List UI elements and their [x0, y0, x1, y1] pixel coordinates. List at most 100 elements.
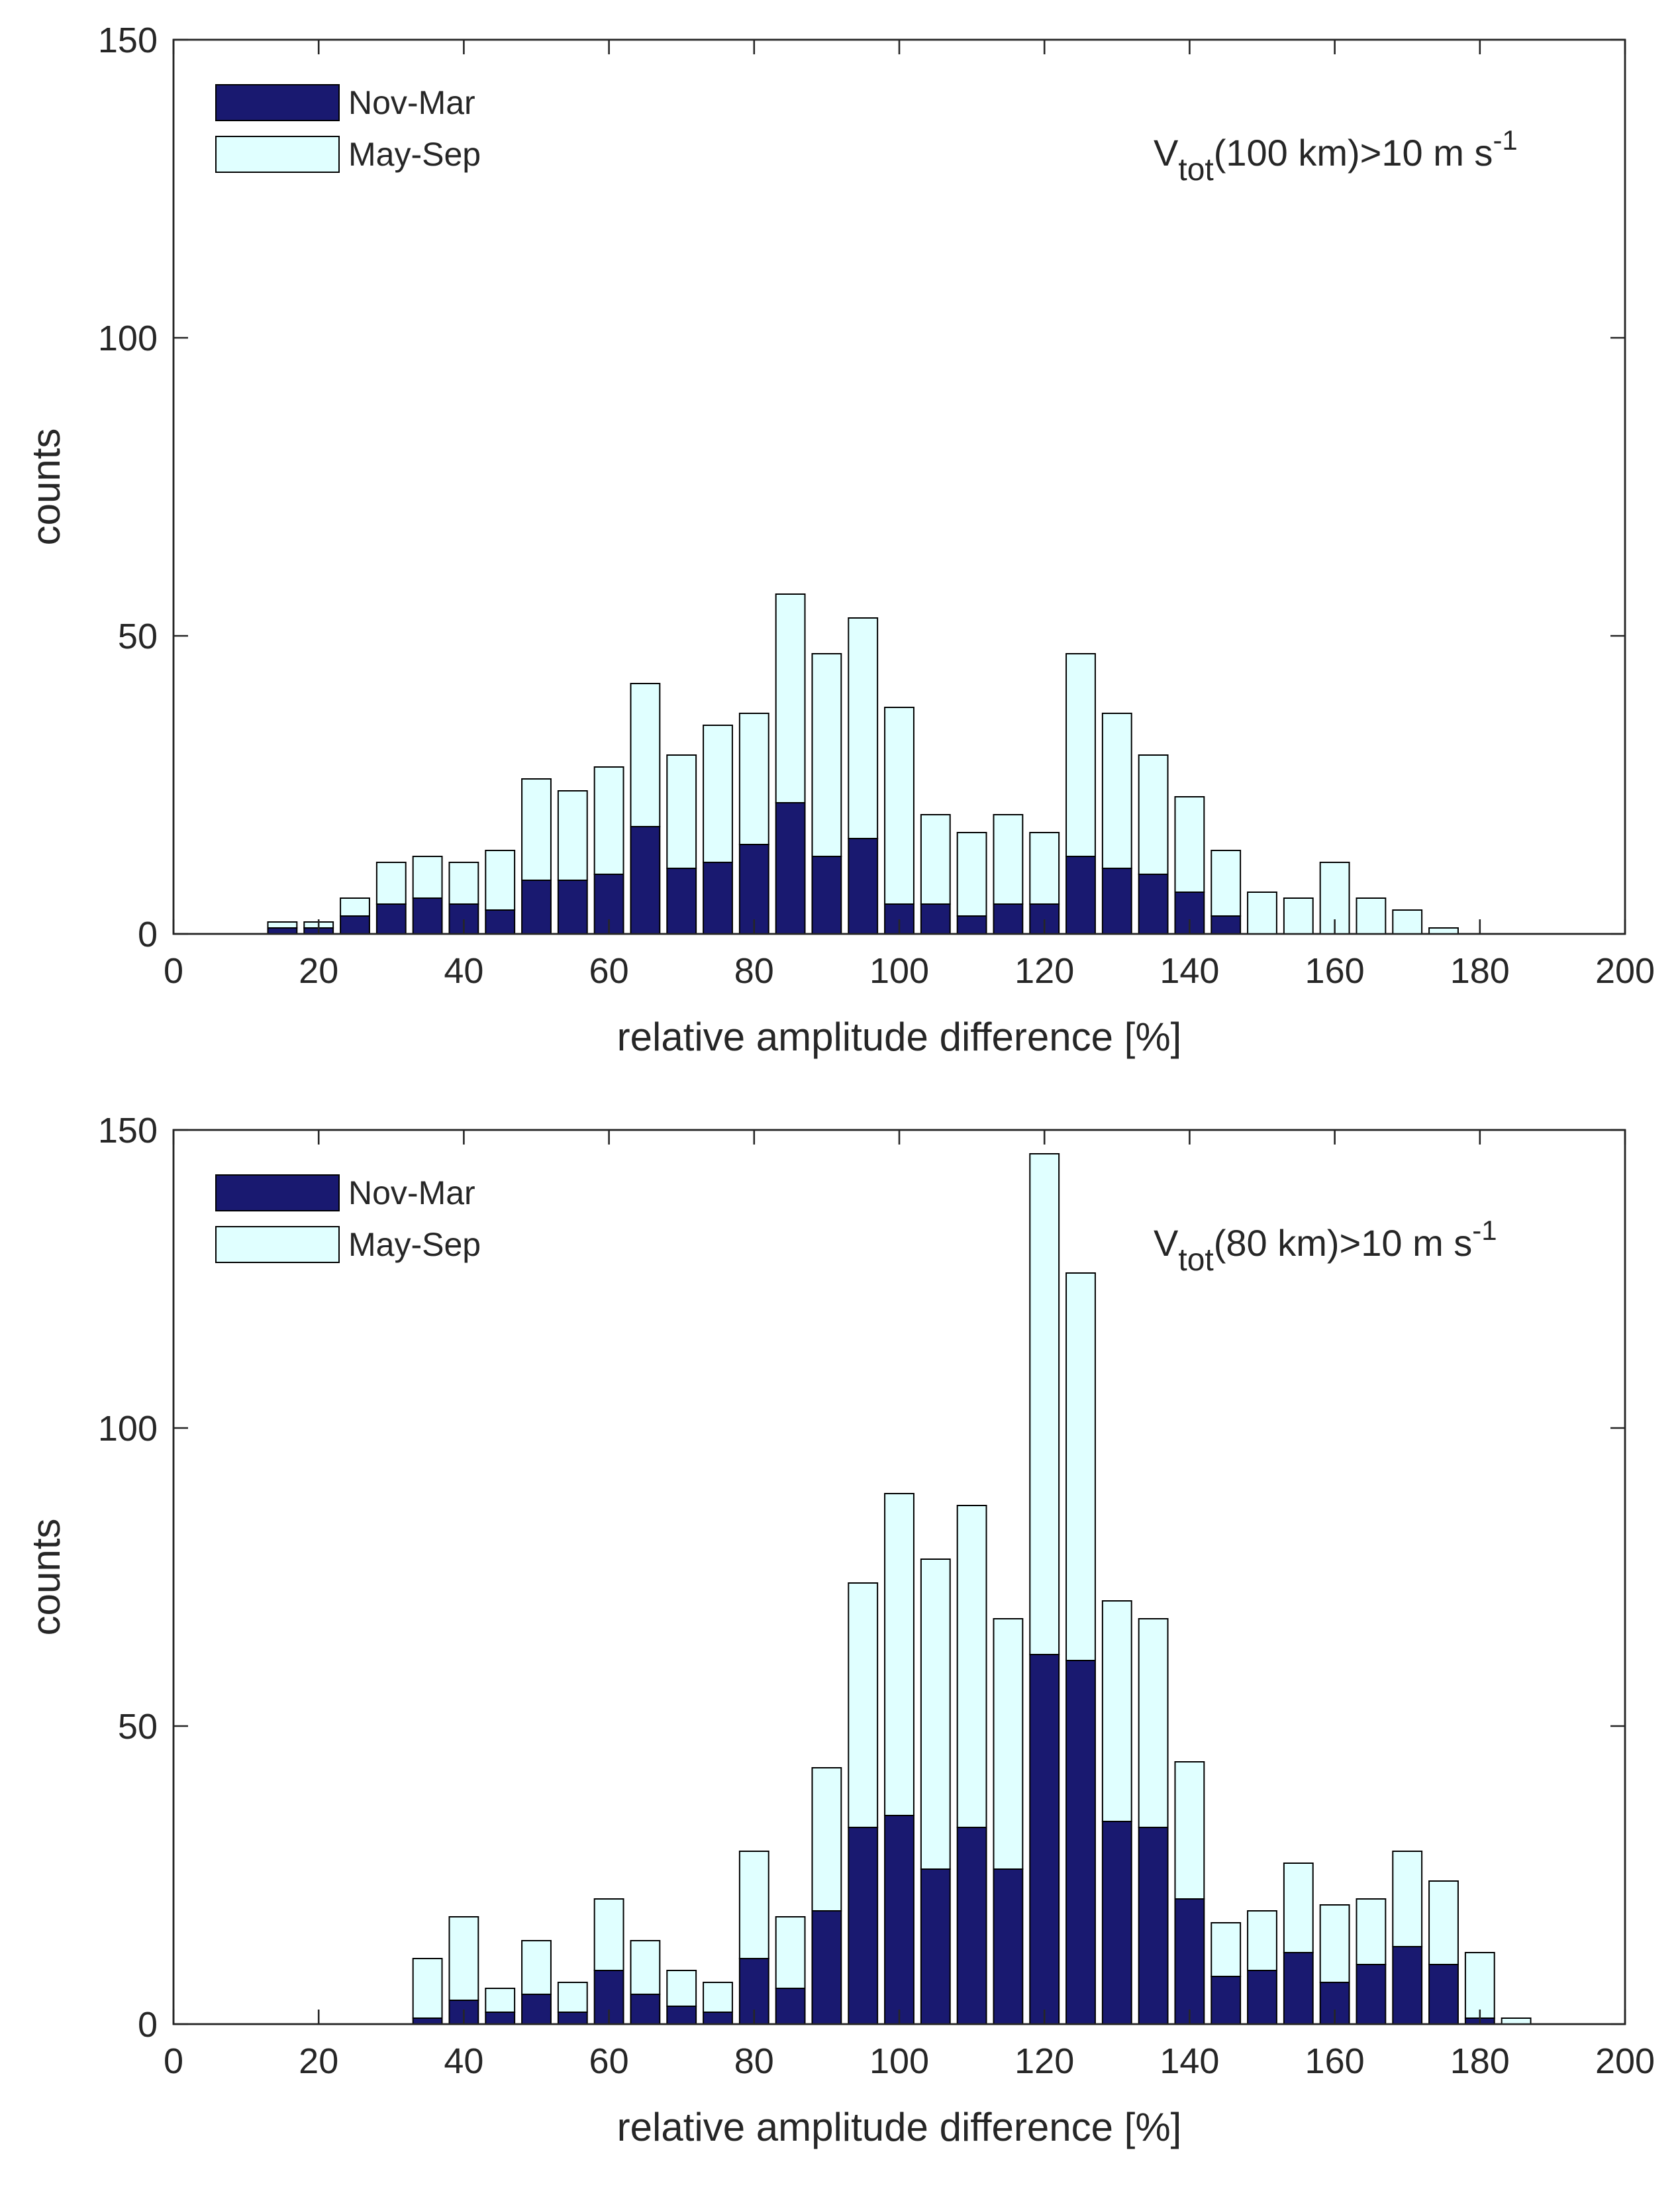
y-tick-label: 100: [98, 1409, 158, 1449]
y-tick-label: 0: [138, 2005, 158, 2045]
bar-nov-mar-bin-90: [811, 1910, 842, 2025]
bar-may-sep-bin-40: [448, 862, 479, 905]
x-tick-label: 40: [444, 951, 483, 991]
bar-nov-mar-bin-175: [1428, 1964, 1459, 2025]
bar-may-sep-bin-75: [703, 725, 733, 863]
bar-may-sep-bin-145: [1211, 1922, 1242, 1977]
y-tick-label: 150: [98, 21, 158, 60]
x-tick-label: 180: [1450, 2041, 1510, 2081]
bar-nov-mar-bin-55: [557, 2012, 588, 2025]
condition-annotation: Vtot(80 km)>10 m s-1: [1154, 1215, 1497, 1278]
bar-may-sep-bin-95: [848, 617, 879, 839]
bar-nov-mar-bin-105: [920, 903, 951, 935]
bar-may-sep-bin-150: [1247, 1910, 1277, 1971]
bar-nov-mar-bin-115: [993, 1868, 1024, 2025]
bar-may-sep-bin-15: [267, 921, 298, 929]
bars-group: [267, 593, 1459, 935]
annotation-mid: (100 km)>10 m s: [1214, 132, 1493, 174]
bar-nov-mar-bin-140: [1174, 1898, 1205, 2025]
x-tick-label: 0: [164, 2041, 183, 2081]
bar-may-sep-bin-170: [1392, 1851, 1423, 1947]
bar-may-sep-bin-130: [1101, 1600, 1132, 1822]
bar-may-sep-bin-105: [920, 1558, 951, 1870]
bar-may-sep-bin-125: [1065, 1272, 1096, 1661]
bar-may-sep-bin-105: [920, 814, 951, 905]
bar-nov-mar-bin-130: [1101, 868, 1132, 935]
x-tick-label: 200: [1595, 951, 1655, 991]
y-tick-label: 100: [98, 319, 158, 358]
bar-nov-mar-bin-45: [485, 909, 516, 935]
bar-may-sep-bin-135: [1138, 1618, 1169, 1828]
bar-nov-mar-bin-35: [412, 2017, 443, 2025]
bar-nov-mar-bin-35: [412, 897, 443, 935]
bar-may-sep-bin-45: [485, 850, 516, 911]
bar-may-sep-bin-55: [557, 790, 588, 881]
x-tick-label: 100: [869, 2041, 929, 2081]
bar-may-sep-bin-150: [1247, 892, 1277, 935]
bar-nov-mar-bin-170: [1392, 1946, 1423, 2025]
bar-may-sep-bin-40: [448, 1916, 479, 2001]
legend: Nov-Mar May-Sep: [215, 1174, 481, 1263]
bar-may-sep-bin-115: [993, 814, 1024, 905]
bar-may-sep-bin-55: [557, 1982, 588, 2013]
bar-may-sep-bin-70: [666, 1970, 697, 2007]
bar-may-sep-bin-60: [593, 766, 624, 875]
bar-may-sep-bin-130: [1101, 713, 1132, 869]
y-tick-label: 150: [98, 1111, 158, 1150]
bar-nov-mar-bin-125: [1065, 856, 1096, 935]
x-axis-title: relative amplitude difference [%]: [617, 2105, 1182, 2149]
x-tick-label: 120: [1014, 951, 1074, 991]
bar-may-sep-bin-155: [1283, 897, 1314, 935]
bar-may-sep-bin-180: [1464, 1952, 1495, 2019]
bar-may-sep-bin-110: [956, 1505, 987, 1828]
bar-may-sep-bin-175: [1428, 927, 1459, 935]
bar-nov-mar-bin-130: [1101, 1821, 1132, 2025]
bar-nov-mar-bin-80: [738, 844, 769, 935]
bar-nov-mar-bin-95: [848, 1827, 879, 2025]
bar-nov-mar-bin-145: [1211, 915, 1242, 935]
bar-may-sep-bin-80: [738, 1851, 769, 1959]
bar-may-sep-bin-25: [340, 897, 370, 917]
bar-nov-mar-bin-90: [811, 856, 842, 935]
legend-label-may-sep: May-Sep: [348, 136, 481, 173]
bar-may-sep-bin-140: [1174, 796, 1205, 893]
bar-nov-mar-bin-75: [703, 2012, 733, 2025]
legend-swatch-nov-mar: [215, 1174, 340, 1211]
bar-may-sep-bin-185: [1501, 2017, 1532, 2025]
annotation-sup: -1: [1472, 1215, 1497, 1246]
bar-may-sep-bin-70: [666, 754, 697, 869]
bar-nov-mar-bin-50: [521, 880, 552, 935]
bar-may-sep-bin-120: [1029, 832, 1060, 905]
y-tick-label: 50: [118, 1707, 158, 1747]
bar-nov-mar-bin-145: [1211, 1976, 1242, 2025]
bar-may-sep-bin-85: [775, 1916, 806, 1989]
bar-may-sep-bin-75: [703, 1982, 733, 2013]
bar-may-sep-bin-45: [485, 1988, 516, 2013]
bar-may-sep-bin-175: [1428, 1880, 1459, 1965]
bars-group: [412, 1153, 1532, 2025]
bar-may-sep-bin-60: [593, 1898, 624, 1971]
bar-nov-mar-bin-100: [884, 1815, 914, 2025]
y-tick-label: 0: [138, 915, 158, 954]
bar-nov-mar-bin-85: [775, 1988, 806, 2025]
bar-nov-mar-bin-85: [775, 802, 806, 935]
x-tick-label: 40: [444, 2041, 483, 2081]
bar-nov-mar-bin-30: [375, 903, 407, 935]
bar-nov-mar-bin-115: [993, 903, 1024, 935]
bar-nov-mar-bin-135: [1138, 1827, 1169, 2025]
legend-label-nov-mar: Nov-Mar: [348, 1174, 475, 1211]
legend-label-may-sep: May-Sep: [348, 1226, 481, 1263]
bar-may-sep-bin-110: [956, 832, 987, 917]
x-tick-label: 80: [734, 2041, 774, 2081]
condition-annotation: Vtot(100 km)>10 m s-1: [1154, 125, 1518, 187]
bar-may-sep-bin-85: [775, 593, 806, 803]
bar-may-sep-bin-165: [1356, 897, 1387, 935]
bar-nov-mar-bin-110: [956, 915, 987, 935]
bar-nov-mar-bin-165: [1356, 1964, 1387, 2025]
legend-label-nov-mar: Nov-Mar: [348, 84, 475, 121]
legend: Nov-Mar May-Sep: [215, 84, 481, 173]
x-tick-label: 140: [1160, 2041, 1219, 2081]
annotation-sub: tot: [1178, 1243, 1213, 1278]
bar-nov-mar-bin-75: [703, 862, 733, 935]
x-tick-label: 60: [589, 951, 629, 991]
